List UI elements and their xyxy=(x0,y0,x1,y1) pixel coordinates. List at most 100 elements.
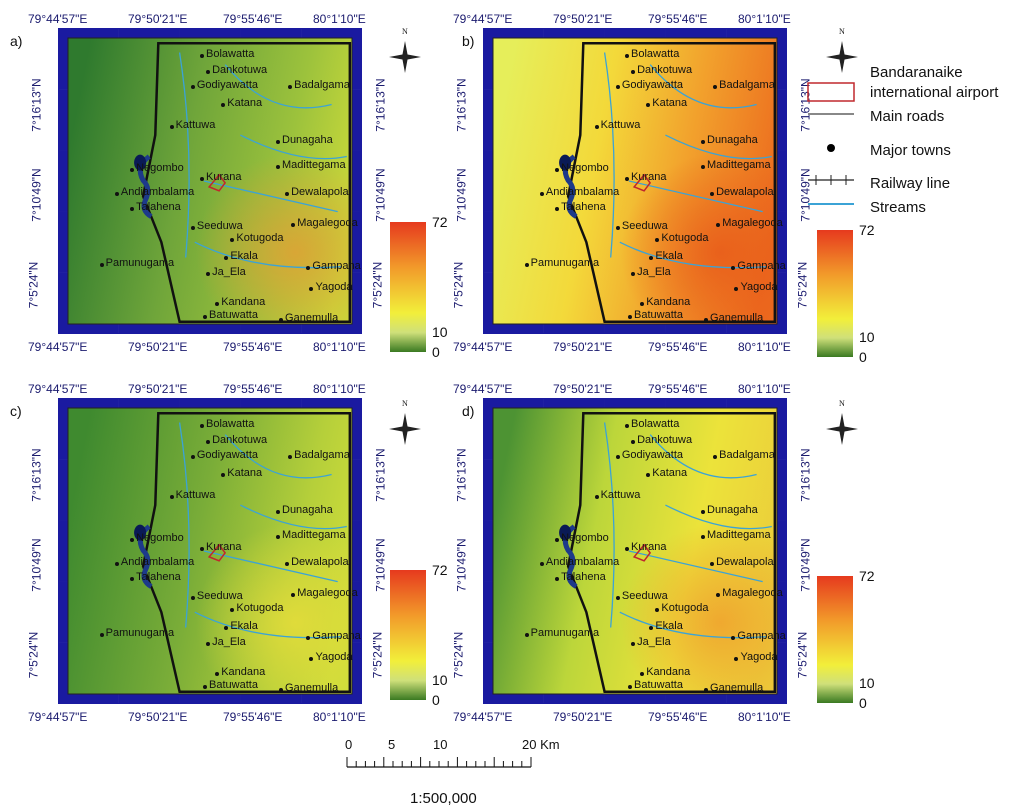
town-marker xyxy=(655,608,660,613)
town-label: Ganemulla xyxy=(285,681,339,694)
town-marker xyxy=(646,473,651,478)
panel-label-a: a) xyxy=(10,33,23,49)
town-marker xyxy=(230,608,235,613)
longitude-label: 79°44'57"E xyxy=(28,12,88,26)
town-label: Ja_Ela xyxy=(212,635,246,648)
panel-label-b: b) xyxy=(462,33,475,49)
town-marker xyxy=(640,672,645,677)
town-label: Talahena xyxy=(561,201,606,214)
town-label: Dewalapola xyxy=(716,556,774,569)
town-marker xyxy=(306,265,311,270)
town-label: Magalegoda xyxy=(722,216,783,229)
town-marker xyxy=(169,124,174,129)
town-marker xyxy=(655,238,660,243)
town-label: Magalegoda xyxy=(722,586,783,599)
town-marker xyxy=(713,85,718,90)
town-label: Kotugoda xyxy=(236,232,284,245)
town-marker xyxy=(230,238,235,243)
town-marker xyxy=(628,314,633,319)
town-marker xyxy=(555,577,560,582)
town-marker xyxy=(734,657,739,662)
town-marker xyxy=(114,192,119,197)
town-marker xyxy=(615,225,620,230)
longitude-label: 79°50'21"E xyxy=(553,710,613,724)
town-label: Kattuwa xyxy=(175,118,216,131)
town-label: Katana xyxy=(652,97,688,110)
town-label: Kandana xyxy=(646,296,691,309)
latitude-label: 7°5'24"N xyxy=(451,261,466,309)
town-marker xyxy=(731,265,736,270)
latitude-label: 7°10'49"N xyxy=(454,538,469,592)
longitude-label: 79°55'46"E xyxy=(223,340,283,354)
town-label: Kattuwa xyxy=(600,118,641,131)
legend-towns-label: Major towns xyxy=(870,142,951,159)
longitude-label: 80°1'10"E xyxy=(738,710,791,724)
town-label: Kotugoda xyxy=(236,602,284,615)
town-marker xyxy=(701,534,705,539)
town-label: Yagoda xyxy=(315,651,353,664)
longitude-label: 79°44'57"E xyxy=(453,382,513,396)
longitude-label: 79°50'21"E xyxy=(553,340,613,354)
town-marker xyxy=(215,302,220,307)
town-marker xyxy=(276,164,280,169)
panel-label-c: c) xyxy=(10,403,22,419)
town-marker xyxy=(130,577,135,582)
latitude-label: 7°16'13"N xyxy=(454,78,469,132)
town-label: Ja_Ela xyxy=(212,265,246,278)
town-marker xyxy=(555,537,560,542)
legend-symbol-railway xyxy=(808,175,854,185)
town-marker xyxy=(130,167,135,172)
town-label: Godiyawatta xyxy=(621,79,684,92)
town-marker xyxy=(190,595,195,600)
town-label: Gampaha xyxy=(737,259,786,272)
longitude-label: 80°1'10"E xyxy=(738,340,791,354)
colorbar-max-label: 72 xyxy=(859,222,875,238)
latitude-label: 7°16'13"N xyxy=(29,78,44,132)
town-label: Dunagaha xyxy=(707,134,758,147)
longitude-label: 79°50'21"E xyxy=(128,340,188,354)
town-label: Madittegama xyxy=(707,158,771,171)
town-marker xyxy=(539,562,544,567)
longitude-label: 79°44'57"E xyxy=(28,382,88,396)
map-panel-c xyxy=(58,398,362,704)
town-marker xyxy=(288,455,293,460)
latitude-label: 7°16'13"N xyxy=(798,448,813,502)
legend-roads-label: Main roads xyxy=(870,108,945,125)
longitude-label: 80°1'10"E xyxy=(313,382,366,396)
town-marker xyxy=(114,562,119,567)
legend-streams-label: Streams xyxy=(870,199,926,216)
map-panel-a xyxy=(58,28,362,334)
town-marker xyxy=(279,687,284,692)
town-label: Yagoda xyxy=(740,651,778,664)
north-letter: N xyxy=(839,399,845,408)
town-label: Godiyawatta xyxy=(196,79,259,92)
town-label: Kurana xyxy=(206,540,242,553)
town-marker xyxy=(625,54,629,59)
longitude-label: 80°1'10"E xyxy=(313,340,366,354)
legend-railway-label: Railway line xyxy=(870,175,951,192)
town-marker xyxy=(276,140,280,145)
town-marker xyxy=(130,537,135,542)
town-marker xyxy=(539,192,544,197)
north-letter: N xyxy=(839,27,845,36)
town-label: Kurana xyxy=(631,170,667,183)
north-letter: N xyxy=(402,399,408,408)
north-arrow-icon xyxy=(826,413,858,445)
town-marker xyxy=(221,103,226,108)
town-label: Dunagaha xyxy=(282,134,333,147)
town-marker xyxy=(224,626,229,631)
town-label: Ganemulla xyxy=(710,681,764,694)
town-label: Kotugoda xyxy=(661,232,709,245)
town-label: Dewalapola xyxy=(716,186,774,199)
town-marker xyxy=(291,222,296,227)
longitude-label: 79°44'57"E xyxy=(453,12,513,26)
town-label: Gampaha xyxy=(312,259,361,272)
town-label: Ja_Ela xyxy=(637,265,671,278)
colorbar-mid-label: 10 xyxy=(859,329,875,345)
town-label: Madittegama xyxy=(282,528,346,541)
town-marker xyxy=(625,424,629,429)
town-marker xyxy=(203,684,208,689)
longitude-label: 80°1'10"E xyxy=(313,12,366,26)
town-label: Kandana xyxy=(221,666,266,679)
town-label: Yagoda xyxy=(740,281,778,294)
